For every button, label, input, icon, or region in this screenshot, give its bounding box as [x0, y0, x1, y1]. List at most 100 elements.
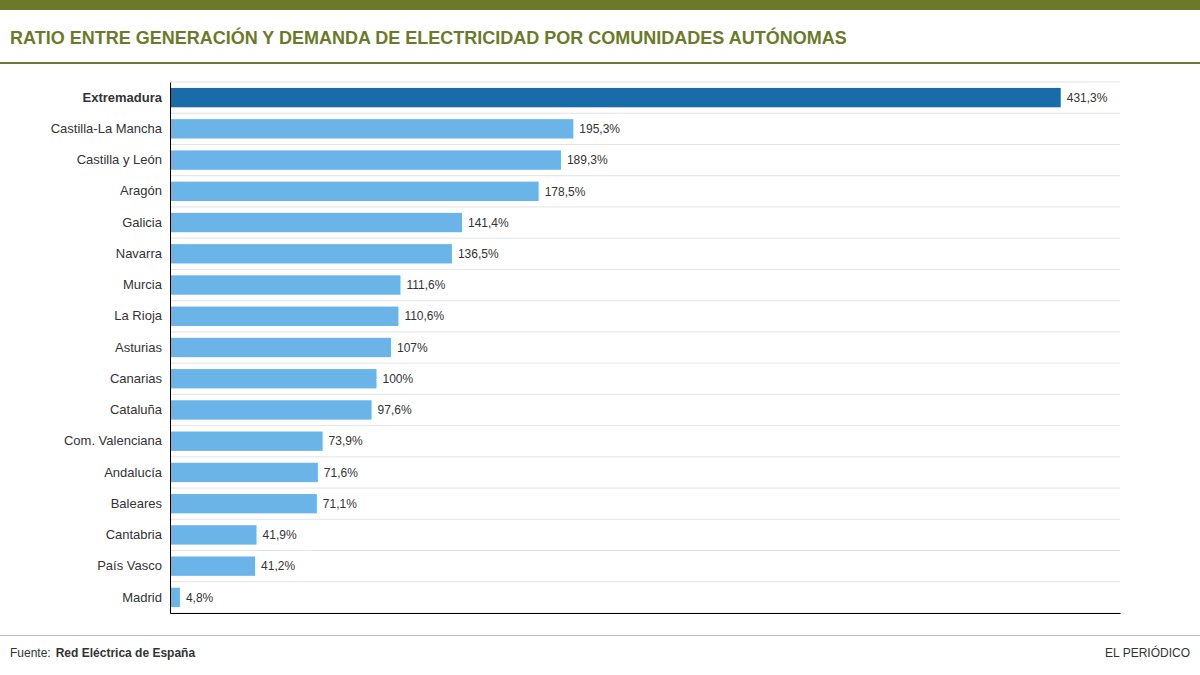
- tick-label: Castilla y León: [77, 152, 162, 167]
- bar: [170, 119, 573, 138]
- y-axis: Extremadura Castilla-La Mancha Castilla y …: [51, 83, 171, 614]
- chart: RATIO ENTRE GENERACIÓN Y DEMANDA DE ELEC…: [0, 0, 1200, 675]
- separator: [170, 300, 1120, 301]
- tick-label: Castilla-La Mancha: [51, 121, 163, 136]
- bar: [170, 213, 462, 232]
- separator: [170, 113, 1120, 114]
- separator: [170, 613, 1120, 614]
- separator: [170, 519, 1120, 520]
- bar: [170, 556, 255, 575]
- tick-label: Cataluña: [110, 402, 163, 417]
- tick-label: Navarra: [116, 246, 163, 261]
- data-label: 71,1%: [323, 497, 357, 511]
- axis-line: [170, 83, 171, 614]
- title-rule: [0, 62, 1200, 64]
- axis-line: [171, 613, 1121, 614]
- tick-label: Extremadura: [83, 90, 163, 105]
- separator: [170, 581, 1120, 582]
- tick: La Rioja: [114, 308, 170, 323]
- tick: Cantabria: [106, 527, 170, 542]
- bar: [170, 150, 561, 169]
- tick-label: Galicia: [122, 215, 163, 230]
- source: Fuente: Red Eléctrica de España: [10, 646, 195, 660]
- data-label: 431,3%: [1067, 91, 1108, 105]
- bar: [170, 275, 400, 294]
- tick: Aragón: [120, 183, 170, 198]
- bar: [170, 432, 323, 451]
- data-label: 71,6%: [324, 466, 358, 480]
- tick: Com. Valenciana: [64, 433, 170, 448]
- bar: [170, 588, 180, 607]
- separator: [170, 331, 1120, 332]
- separator: [170, 144, 1120, 145]
- tick-label: Murcia: [123, 277, 163, 292]
- tick-label: Asturias: [115, 340, 162, 355]
- data-label: 111,6%: [406, 278, 445, 292]
- data-label: 178,5%: [545, 185, 586, 199]
- plot: 431,3% 195,3% 189,3% 178,5% 141,4% 136,5% 111,…: [51, 82, 1121, 614]
- tick-label: Aragón: [120, 183, 162, 198]
- bar: [170, 88, 1061, 107]
- tick: Andalucía: [104, 465, 170, 480]
- tick: Cataluña: [110, 402, 170, 417]
- source-label: Fuente:: [10, 646, 51, 660]
- bar: [170, 338, 391, 357]
- separator: [170, 82, 1120, 83]
- data-label: 100%: [383, 372, 414, 386]
- source-name: Red Eléctrica de España: [56, 646, 196, 660]
- tick: Castilla-La Mancha: [51, 121, 170, 136]
- bar: [170, 369, 377, 388]
- separator: [170, 206, 1120, 207]
- tick-label: Cantabria: [106, 527, 163, 542]
- x-axis: [171, 613, 1121, 614]
- separator: [170, 456, 1120, 457]
- separator: [170, 488, 1120, 489]
- separator: [170, 394, 1120, 395]
- separator: [170, 550, 1120, 551]
- data-label: 141,4%: [468, 216, 509, 230]
- tick-label: Madrid: [122, 590, 162, 605]
- data-label: 73,9%: [329, 434, 363, 448]
- separator: [170, 363, 1120, 364]
- bar: [170, 463, 318, 482]
- bar: [170, 525, 257, 544]
- tick: Madrid: [122, 590, 170, 605]
- separators: [170, 82, 1120, 613]
- bar: [170, 400, 372, 419]
- separator: [170, 269, 1120, 270]
- data-labels: 431,3% 195,3% 189,3% 178,5% 141,4% 136,5% 111,…: [186, 91, 1108, 605]
- data-label: 41,9%: [263, 528, 297, 542]
- data-label: 4,8%: [186, 591, 214, 605]
- tick: Navarra: [116, 246, 170, 261]
- tick: Galicia: [122, 215, 170, 230]
- bars: [170, 88, 1061, 607]
- bar: [170, 244, 452, 263]
- data-label: 107%: [397, 341, 428, 355]
- data-label: 97,6%: [378, 403, 412, 417]
- tick-label: Com. Valenciana: [64, 433, 163, 448]
- data-label: 110,6%: [404, 309, 444, 323]
- credit: EL PERIÓDICO: [1105, 645, 1190, 660]
- title: RATIO ENTRE GENERACIÓN Y DEMANDA DE ELEC…: [10, 27, 847, 48]
- tick: Canarias: [110, 371, 170, 386]
- tick: Castilla y León: [77, 152, 170, 167]
- tick: Baleares: [111, 496, 170, 511]
- footer-rule: [0, 635, 1200, 636]
- header-bar: [0, 0, 1200, 10]
- separator: [170, 175, 1120, 176]
- separator: [170, 238, 1120, 239]
- tick: País Vasco: [97, 558, 170, 573]
- bar: [170, 182, 539, 201]
- tick-label: Baleares: [111, 496, 163, 511]
- tick: Extremadura: [83, 90, 170, 105]
- tick: Asturias: [115, 340, 170, 355]
- tick-label: País Vasco: [97, 558, 162, 573]
- tick-label: Canarias: [110, 371, 163, 386]
- data-label: 41,2%: [261, 559, 295, 573]
- bar: [170, 494, 317, 513]
- data-label: 189,3%: [567, 153, 608, 167]
- tick: Murcia: [123, 277, 170, 292]
- data-label: 195,3%: [579, 122, 620, 136]
- data-label: 136,5%: [458, 247, 499, 261]
- tick-label: Andalucía: [104, 465, 163, 480]
